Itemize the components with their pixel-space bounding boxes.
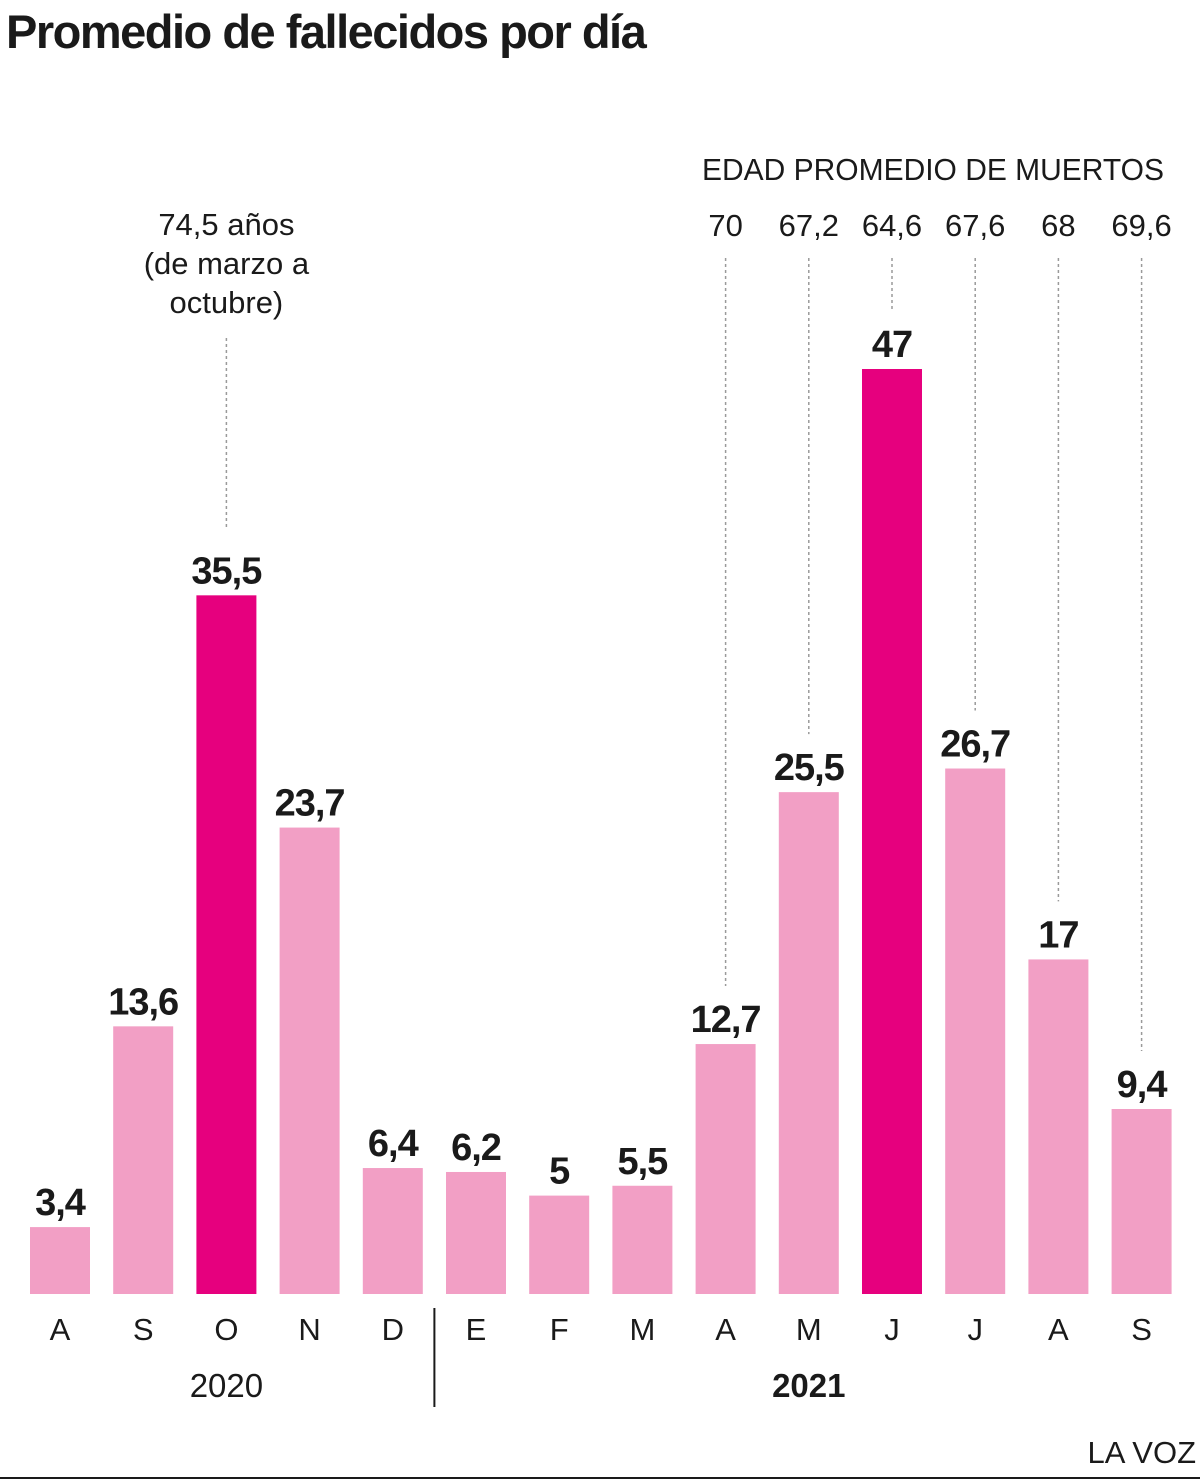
bar <box>1028 959 1089 1294</box>
bar-value-label: 3,4 <box>35 1182 86 1224</box>
age-value-label: 67,2 <box>779 208 839 243</box>
source-credit: LA VOZ <box>1087 1435 1196 1470</box>
age-value-label: 67,6 <box>945 208 1005 243</box>
bar <box>695 1044 756 1294</box>
bar-value-label: 5 <box>549 1151 570 1193</box>
age-value-label: 64,6 <box>862 208 922 243</box>
bar-value-label: 5,5 <box>617 1141 668 1183</box>
month-tick-label: D <box>382 1312 404 1347</box>
bar-value-label: 25,5 <box>774 747 845 789</box>
month-tick-label: M <box>796 1312 822 1347</box>
month-tick-label: M <box>629 1312 655 1347</box>
bar <box>113 1026 174 1294</box>
bar-value-label: 6,4 <box>368 1123 419 1165</box>
age-value-label: 68 <box>1041 208 1075 243</box>
annotation-text: 74,5 años <box>158 207 294 242</box>
chart-title: Promedio de fallecidos por día <box>6 5 647 58</box>
annotation-text: (de marzo a <box>144 246 310 281</box>
bar-value-label: 13,6 <box>108 981 178 1023</box>
bar <box>945 768 1006 1294</box>
bar-value-label: 47 <box>872 324 912 366</box>
bar <box>196 595 257 1294</box>
month-tick-label: A <box>715 1312 736 1347</box>
year-label: 2021 <box>772 1367 845 1404</box>
bar <box>1111 1109 1172 1294</box>
month-tick-label: A <box>50 1312 71 1347</box>
bar <box>529 1195 590 1294</box>
annotation-text: octubre) <box>170 285 284 320</box>
month-tick-label: E <box>466 1312 487 1347</box>
age-value-label: 69,6 <box>1111 208 1171 243</box>
month-tick-label: S <box>1131 1312 1152 1347</box>
month-tick-label: A <box>1048 1312 1069 1347</box>
footer-rule <box>0 1477 1200 1479</box>
month-tick-label: J <box>884 1312 900 1347</box>
month-tick-label: S <box>133 1312 154 1347</box>
bar <box>446 1171 506 1294</box>
year-label: 2020 <box>190 1367 263 1404</box>
bar-value-label: 12,7 <box>691 999 761 1041</box>
bar-value-label: 6,2 <box>451 1127 501 1169</box>
bar-value-label: 17 <box>1038 914 1078 956</box>
month-tick-label: F <box>550 1312 569 1347</box>
bar-value-label: 23,7 <box>275 783 345 825</box>
bar <box>778 792 839 1294</box>
bar <box>279 827 340 1294</box>
bar-value-label: 35,5 <box>191 550 262 592</box>
month-tick-label: N <box>298 1312 320 1347</box>
bar <box>612 1185 673 1294</box>
age-header: EDAD PROMEDIO DE MUERTOS <box>702 152 1164 187</box>
month-tick-label: J <box>967 1312 983 1347</box>
bar <box>30 1227 90 1294</box>
bar-value-label: 9,4 <box>1117 1064 1168 1106</box>
month-tick-label: O <box>214 1312 238 1347</box>
age-value-label: 70 <box>708 208 742 243</box>
bar-value-label: 26,7 <box>940 724 1010 766</box>
bar <box>862 369 922 1294</box>
bar <box>362 1168 423 1294</box>
